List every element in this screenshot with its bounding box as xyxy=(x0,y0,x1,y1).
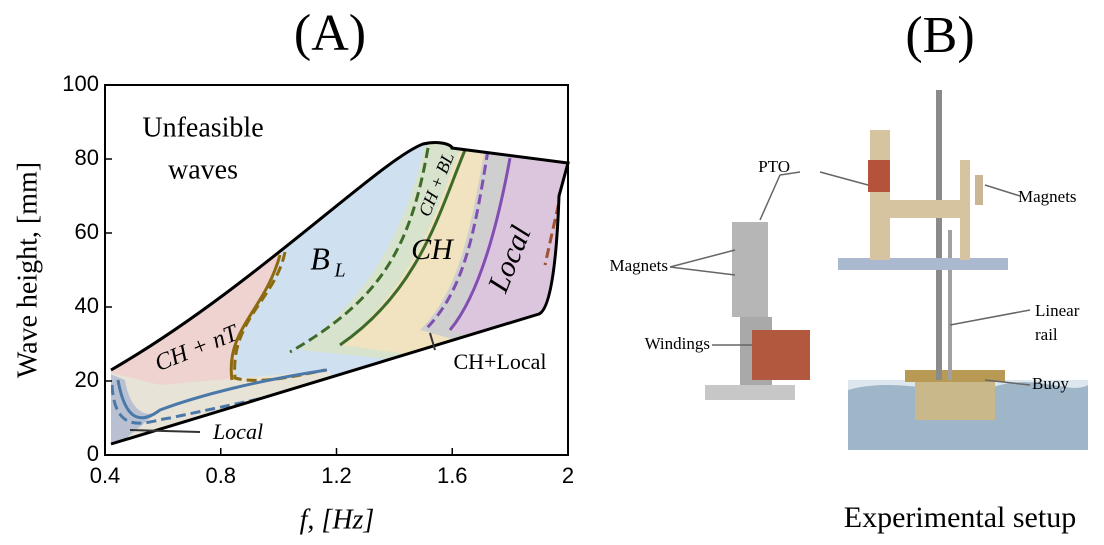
y-tick-label: 100 xyxy=(62,71,99,96)
x-tick-label: 1.6 xyxy=(437,463,468,488)
annotation: CH+Local xyxy=(453,349,546,374)
setup-label: Windings xyxy=(645,334,710,353)
annotation: L xyxy=(333,260,345,282)
x-tick-label: 0.4 xyxy=(90,463,121,488)
annotation: CH xyxy=(411,233,455,266)
caption: Experimental setup xyxy=(844,501,1076,534)
figure: (A) f, [Hz] Wave height, [mm] (B) Experi… xyxy=(0,0,1104,545)
annotation: waves xyxy=(168,154,238,185)
y-tick-label: 80 xyxy=(75,145,99,170)
annotation: Local xyxy=(212,419,263,444)
page: (A) f, [Hz] Wave height, [mm] (B) Experi… xyxy=(0,0,1104,545)
panel-title: (A) xyxy=(294,5,366,62)
y-tick-label: 0 xyxy=(87,441,99,466)
setup-label: rail xyxy=(1035,325,1058,344)
x-tick-label: 2 xyxy=(562,463,574,488)
annotation: Unfeasible xyxy=(142,112,263,143)
x-tick-label: 1.2 xyxy=(321,463,352,488)
setup-label: Buoy xyxy=(1032,374,1069,393)
y-tick-label: 20 xyxy=(75,367,99,392)
setup-label: Magnets xyxy=(609,256,668,275)
y-tick-label: 60 xyxy=(75,219,99,244)
setup-label: PTO xyxy=(758,157,790,176)
y-tick-label: 40 xyxy=(75,293,99,318)
y-axis-label: Wave height, [mm] xyxy=(12,162,43,378)
annotation: B xyxy=(310,240,330,276)
setup-label: Magnets xyxy=(1018,187,1077,206)
x-axis-label: f, [Hz] xyxy=(300,504,375,535)
setup-illustration xyxy=(705,90,1088,450)
setup-label: Linear xyxy=(1035,301,1080,320)
panel-title: (B) xyxy=(905,7,974,64)
x-tick-label: 0.8 xyxy=(205,463,236,488)
